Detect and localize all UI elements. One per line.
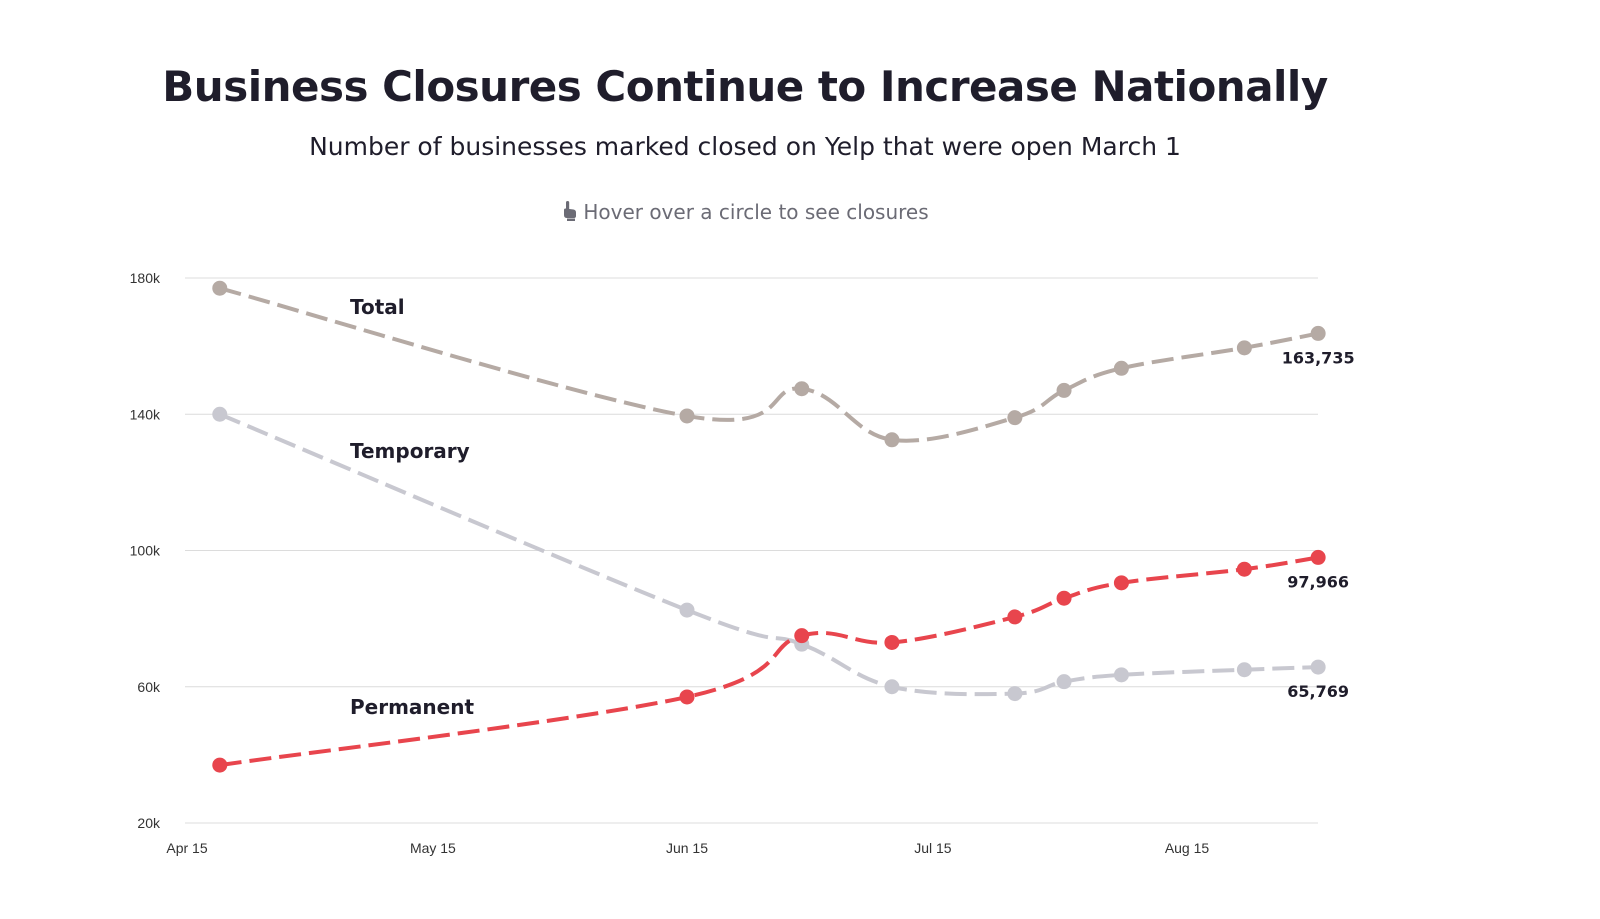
x-tick-label: Aug 15 xyxy=(1165,840,1210,856)
data-point-total[interactable] xyxy=(1056,382,1072,398)
data-point-permanent[interactable] xyxy=(884,634,900,650)
data-point-total[interactable] xyxy=(1113,360,1129,376)
data-point-total[interactable] xyxy=(679,408,695,424)
hover-hint: Hover over a circle to see closures xyxy=(0,200,1490,224)
end-value-label-permanent: 97,966 xyxy=(1287,572,1349,591)
series-line-permanent xyxy=(219,555,1319,768)
labels: 163,735 65,769 97,966 Total Temporary Permane… xyxy=(350,295,1355,719)
data-point-temporary[interactable] xyxy=(884,679,900,695)
data-point-total[interactable] xyxy=(884,432,900,448)
data-point-total[interactable] xyxy=(1236,340,1252,356)
data-point-temporary[interactable] xyxy=(212,406,228,422)
data-point-permanent[interactable] xyxy=(794,628,810,644)
x-tick-label: Jul 15 xyxy=(914,840,952,856)
data-point-total[interactable] xyxy=(1007,410,1023,426)
chart-subtitle: Number of businesses marked closed on Ye… xyxy=(309,132,1181,161)
series xyxy=(212,280,1326,773)
series-line-total xyxy=(219,286,1319,443)
data-point-permanent[interactable] xyxy=(1056,590,1072,606)
series-permanent xyxy=(212,549,1326,773)
data-point-permanent[interactable] xyxy=(1007,609,1023,625)
data-point-temporary[interactable] xyxy=(1113,667,1129,683)
data-point-permanent[interactable] xyxy=(1113,575,1129,591)
data-point-temporary[interactable] xyxy=(1236,662,1252,678)
data-point-permanent[interactable] xyxy=(1236,561,1252,577)
series-label-permanent: Permanent xyxy=(350,695,474,719)
y-tick-label: 20k xyxy=(137,815,161,831)
data-point-permanent[interactable] xyxy=(679,689,695,705)
series-total xyxy=(212,280,1326,448)
axes: 180k 140k 100k 60k 20k Apr 15 May 15 Jun 15 Jul … xyxy=(130,270,1210,856)
x-tick-label: Jun 15 xyxy=(666,840,708,856)
data-point-temporary[interactable] xyxy=(1007,686,1023,702)
hint-text: Hover over a circle to see closures xyxy=(583,200,929,224)
y-tick-label: 60k xyxy=(137,679,161,695)
data-point-total[interactable] xyxy=(212,280,228,296)
data-point-temporary[interactable] xyxy=(1056,674,1072,690)
y-tick-label: 140k xyxy=(130,406,161,422)
y-tick-label: 180k xyxy=(130,270,161,286)
chart-title: Business Closures Continue to Increase N… xyxy=(162,62,1328,111)
data-point-total[interactable] xyxy=(794,381,810,397)
x-tick-label: Apr 15 xyxy=(166,840,207,856)
y-tick-label: 100k xyxy=(130,543,161,559)
data-point-temporary[interactable] xyxy=(1310,659,1326,675)
series-label-total: Total xyxy=(350,295,405,319)
data-point-permanent[interactable] xyxy=(1310,549,1326,565)
end-value-label-temporary: 65,769 xyxy=(1287,682,1349,701)
series-label-temporary: Temporary xyxy=(350,439,470,463)
pointing-hand-icon xyxy=(564,201,577,221)
data-point-total[interactable] xyxy=(1310,325,1326,341)
series-line-temporary xyxy=(219,412,1319,697)
data-point-temporary[interactable] xyxy=(679,602,695,618)
series-temporary xyxy=(212,406,1326,702)
end-value-label-total: 163,735 xyxy=(1282,348,1355,367)
data-point-permanent[interactable] xyxy=(212,757,228,773)
x-tick-label: May 15 xyxy=(410,840,456,856)
gridlines xyxy=(185,277,1318,824)
